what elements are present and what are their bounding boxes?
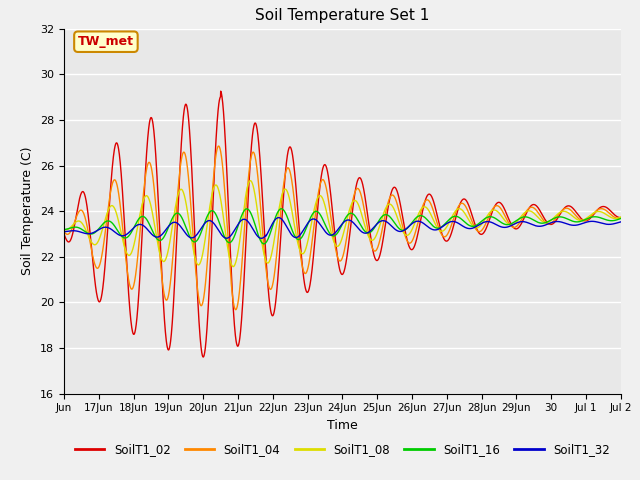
- SoilT1_04: [60, 229, 68, 235]
- SoilT1_04: [298, 262, 306, 268]
- Line: SoilT1_16: SoilT1_16: [64, 209, 621, 244]
- SoilT1_04: [274, 239, 282, 245]
- SoilT1_08: [547, 218, 554, 224]
- SoilT1_32: [157, 233, 164, 239]
- SoilT1_32: [124, 231, 131, 237]
- SoilT1_02: [617, 215, 625, 220]
- SoilT1_32: [274, 215, 282, 221]
- SoilT1_02: [274, 275, 282, 281]
- SoilT1_16: [298, 234, 306, 240]
- SoilT1_32: [617, 219, 625, 225]
- SoilT1_32: [257, 236, 265, 241]
- SoilT1_02: [60, 231, 68, 237]
- Line: SoilT1_04: SoilT1_04: [64, 146, 621, 310]
- SoilT1_08: [157, 253, 164, 259]
- SoilT1_16: [274, 209, 282, 215]
- X-axis label: Time: Time: [327, 419, 358, 432]
- SoilT1_04: [215, 143, 223, 149]
- SoilT1_08: [274, 213, 282, 219]
- SoilT1_08: [60, 227, 68, 232]
- SoilT1_08: [617, 214, 625, 220]
- SoilT1_02: [200, 354, 207, 360]
- SoilT1_04: [547, 221, 554, 227]
- SoilT1_16: [617, 216, 625, 221]
- SoilT1_08: [246, 178, 254, 183]
- SoilT1_16: [606, 218, 614, 224]
- SoilT1_32: [547, 220, 554, 226]
- SoilT1_08: [229, 264, 237, 269]
- SoilT1_16: [278, 206, 285, 212]
- SoilT1_04: [157, 261, 164, 266]
- SoilT1_02: [606, 208, 614, 214]
- SoilT1_04: [617, 215, 625, 221]
- SoilT1_04: [606, 211, 614, 217]
- Title: Soil Temperature Set 1: Soil Temperature Set 1: [255, 9, 429, 24]
- SoilT1_16: [547, 217, 554, 223]
- Legend: SoilT1_02, SoilT1_04, SoilT1_08, SoilT1_16, SoilT1_32: SoilT1_02, SoilT1_04, SoilT1_08, SoilT1_…: [70, 438, 615, 461]
- SoilT1_08: [606, 214, 614, 220]
- SoilT1_04: [124, 270, 131, 276]
- Line: SoilT1_08: SoilT1_08: [64, 180, 621, 266]
- SoilT1_08: [298, 251, 306, 256]
- SoilT1_16: [157, 238, 164, 243]
- SoilT1_08: [124, 252, 131, 257]
- SoilT1_02: [124, 273, 131, 279]
- SoilT1_02: [547, 221, 554, 227]
- SoilT1_16: [260, 241, 268, 247]
- SoilT1_32: [298, 229, 306, 235]
- SoilT1_32: [275, 215, 282, 220]
- SoilT1_32: [60, 229, 68, 235]
- Line: SoilT1_32: SoilT1_32: [64, 217, 621, 239]
- SoilT1_16: [124, 234, 131, 240]
- Y-axis label: Soil Temperature (C): Soil Temperature (C): [22, 147, 35, 276]
- SoilT1_04: [232, 307, 239, 312]
- SoilT1_02: [298, 260, 306, 265]
- SoilT1_16: [60, 227, 68, 232]
- Text: TW_met: TW_met: [78, 35, 134, 48]
- SoilT1_02: [217, 88, 225, 94]
- Line: SoilT1_02: SoilT1_02: [64, 91, 621, 357]
- SoilT1_02: [157, 245, 164, 251]
- SoilT1_32: [606, 221, 614, 227]
